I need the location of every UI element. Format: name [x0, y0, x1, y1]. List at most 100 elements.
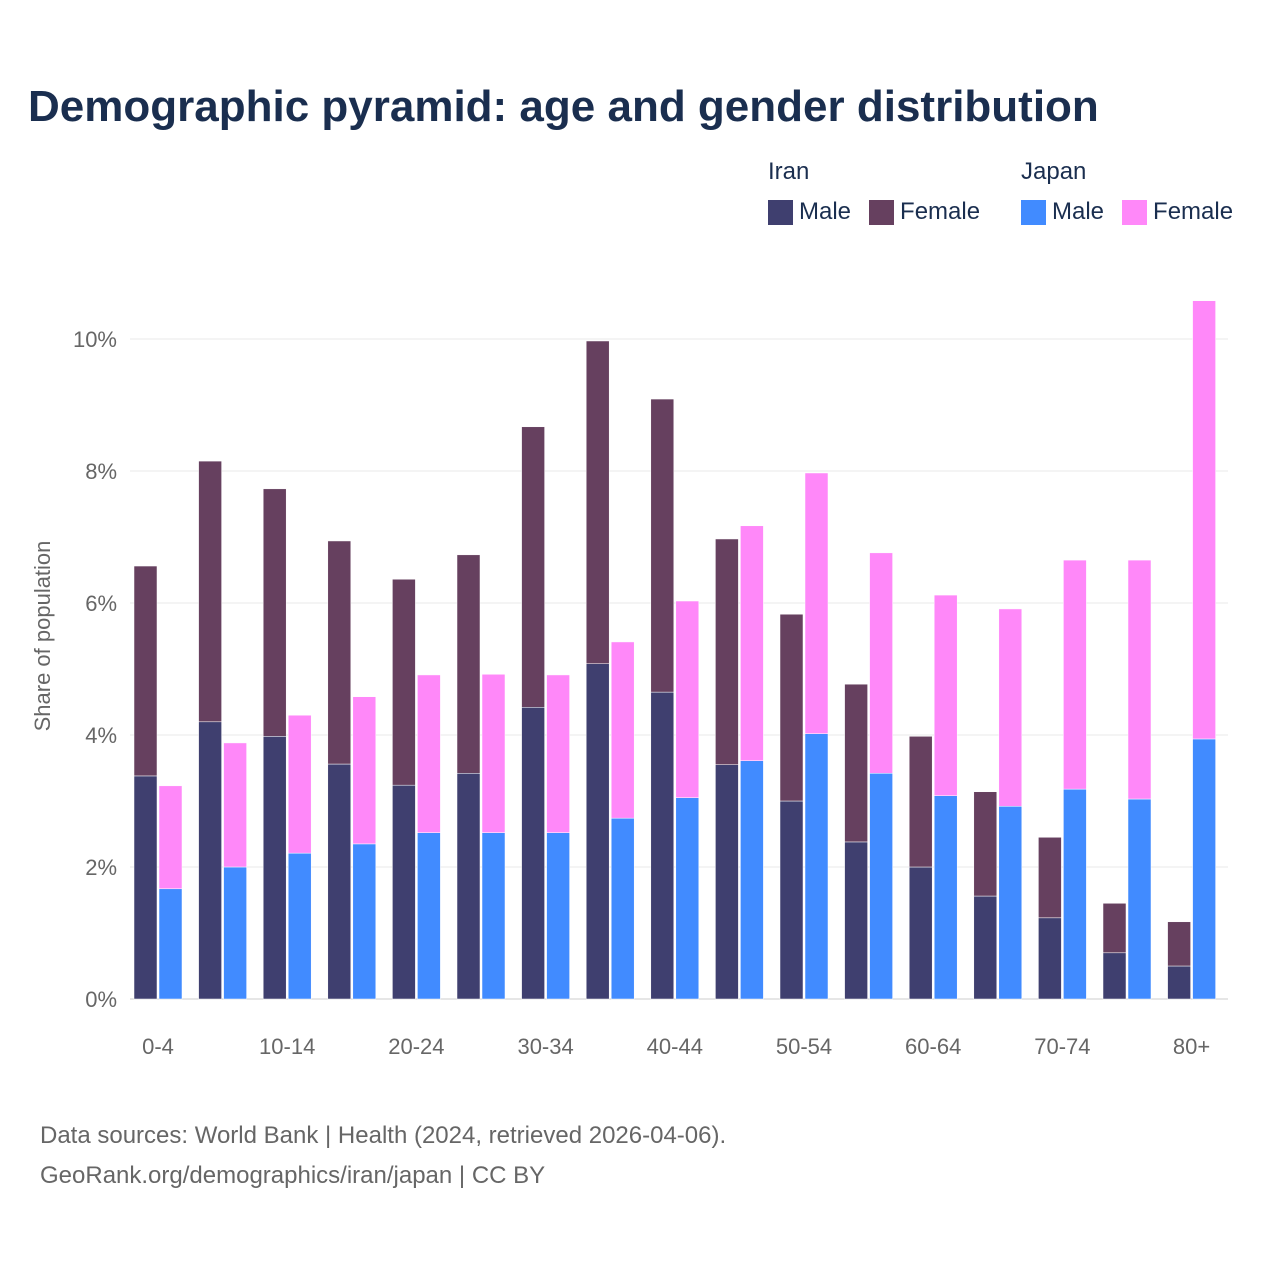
bar-japan-male-80+: [1192, 738, 1216, 1000]
legend-item-japan-female[interactable]: Female: [1122, 198, 1233, 226]
bar-iran-female-20-24: [392, 578, 416, 786]
bar-iran-female-5-9: [198, 460, 222, 723]
legend-item-iran-female[interactable]: Female: [869, 198, 980, 226]
bar-japan-male-20-24: [417, 832, 441, 1000]
bar-iran-male-55-59: [844, 841, 868, 1000]
bar-iran-female-10-14: [262, 488, 287, 737]
bar-japan-female-50-54: [804, 472, 829, 734]
x-tick-label: 60-64: [905, 1034, 961, 1059]
legend-swatch: [1021, 199, 1046, 225]
bar-japan-female-70-74: [1063, 559, 1087, 790]
bar-iran-female-60-64: [908, 736, 933, 868]
bar-japan-female-80+: [1192, 300, 1216, 740]
bar-japan-male-35-39: [610, 817, 635, 1000]
legend-label: Female: [1153, 198, 1234, 225]
bar-japan-male-0-4: [158, 888, 183, 1000]
x-tick-label: 20-24: [388, 1034, 444, 1059]
bar-iran-male-50-54: [779, 800, 804, 1000]
legend-group-title: Iran: [768, 158, 810, 185]
legend-swatch: [768, 199, 793, 225]
bar-iran-female-70-74: [1038, 837, 1062, 919]
footer: Data sources: World Bank | Health (2024,…: [40, 1116, 726, 1196]
bar-japan-female-45-49: [740, 525, 764, 761]
bar-japan-female-40-44: [675, 600, 700, 798]
legend-group-japan: Japan Male Female: [1021, 158, 1233, 226]
bar-iran-male-65-69: [973, 895, 998, 1000]
x-tick-label: 10-14: [259, 1034, 315, 1059]
bar-japan-male-70-74: [1063, 788, 1087, 1000]
bar-iran-male-5-9: [198, 721, 222, 1000]
bar-japan-female-75-79: [1127, 559, 1152, 800]
bar-iran-male-80+: [1167, 965, 1191, 1000]
legend-label: Female: [900, 198, 981, 225]
bar-japan-female-60-64: [933, 594, 958, 796]
source-text: Data sources: World Bank | Health (2024,…: [40, 1122, 727, 1149]
legend-label: Male: [799, 198, 852, 225]
bar-iran-male-60-64: [908, 866, 933, 1000]
bar-iran-female-30-34: [521, 426, 545, 708]
bar-japan-male-5-9: [223, 866, 247, 1000]
y-tick-label: 6%: [85, 591, 117, 616]
bar-iran-female-75-79: [1102, 903, 1127, 954]
legend-swatch: [869, 199, 895, 225]
y-tick-label: 0%: [85, 987, 117, 1012]
legend-swatch: [1122, 199, 1148, 225]
bar-iran-female-25-29: [456, 554, 481, 774]
bar-iran-male-20-24: [392, 784, 416, 1000]
bar-iran-female-80+: [1167, 921, 1191, 967]
bar-japan-female-10-14: [287, 714, 312, 854]
chart-title: Demographic pyramid: age and gender dist…: [28, 82, 1099, 131]
x-tick-label: 40-44: [647, 1034, 703, 1059]
bar-iran-male-45-49: [715, 764, 739, 1000]
bar-iran-female-45-49: [715, 538, 739, 765]
bar-japan-male-30-34: [546, 832, 570, 1000]
bar-iran-male-75-79: [1102, 952, 1127, 1000]
y-tick-label: 8%: [85, 459, 117, 484]
attribution-text: GeoRank.org/demographics/iran/japan | CC…: [40, 1162, 546, 1189]
bar-japan-female-0-4: [158, 785, 183, 890]
bar-japan-female-25-29: [481, 674, 506, 833]
bar-iran-male-10-14: [262, 736, 287, 1000]
bar-iran-male-40-44: [650, 691, 675, 1000]
y-tick-label: 4%: [85, 723, 117, 748]
legend-item-iran-male[interactable]: Male: [768, 198, 851, 226]
bar-iran-female-40-44: [650, 398, 675, 693]
y-tick-label: 10%: [73, 327, 117, 352]
legend-group-iran: Iran Male Female: [768, 158, 980, 226]
bar-japan-male-50-54: [804, 733, 829, 1000]
y-axis-label: Share of population: [30, 541, 55, 732]
bar-iran-male-30-34: [521, 707, 545, 1000]
bar-japan-female-30-34: [546, 674, 570, 833]
bar-iran-male-35-39: [585, 663, 610, 1000]
bar-iran-male-0-4: [133, 775, 158, 1000]
bar-japan-male-75-79: [1127, 798, 1152, 1000]
bar-japan-male-60-64: [933, 795, 958, 1000]
legend-label: Male: [1052, 198, 1105, 225]
legend-item-japan-male[interactable]: Male: [1021, 198, 1104, 226]
x-tick-label: 50-54: [776, 1034, 832, 1059]
y-tick-label: 2%: [85, 855, 117, 880]
bar-japan-female-65-69: [998, 608, 1023, 807]
bar-japan-female-35-39: [610, 641, 635, 819]
bar-japan-male-55-59: [869, 773, 893, 1000]
bar-japan-male-10-14: [287, 852, 312, 1000]
bar-iran-male-25-29: [456, 773, 481, 1000]
bar-iran-female-0-4: [133, 565, 158, 777]
bar-japan-female-55-59: [869, 552, 893, 774]
bar-iran-female-15-19: [327, 540, 352, 765]
bar-japan-male-40-44: [675, 797, 700, 1000]
bar-japan-female-20-24: [417, 674, 441, 833]
x-tick-label: 0-4: [142, 1034, 174, 1059]
x-tick-label: 80+: [1173, 1034, 1210, 1059]
bar-iran-male-15-19: [327, 763, 352, 1000]
x-tick-label: 70-74: [1034, 1034, 1090, 1059]
x-tick-label: 30-34: [517, 1034, 573, 1059]
bar-japan-male-25-29: [481, 832, 506, 1000]
bar-japan-female-15-19: [352, 696, 377, 845]
bar-iran-female-50-54: [779, 613, 804, 802]
legend-group-title: Japan: [1021, 158, 1087, 185]
bar-iran-male-70-74: [1038, 917, 1062, 1000]
bar-iran-female-65-69: [973, 791, 998, 897]
bar-japan-male-65-69: [998, 806, 1023, 1000]
